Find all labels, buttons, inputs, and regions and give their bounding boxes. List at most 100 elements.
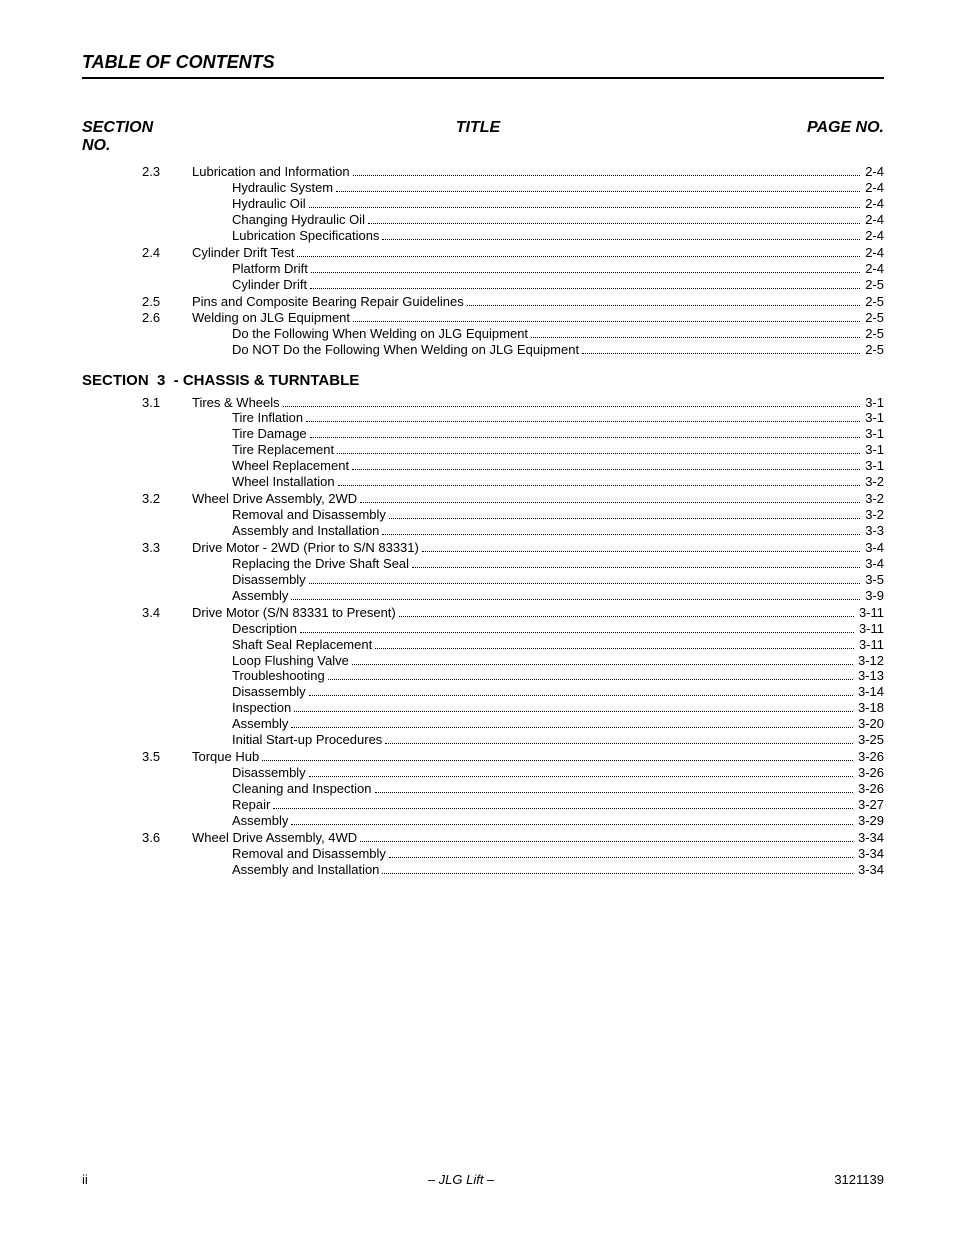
toc-entry-level2: Initial Start-up Procedures3-25	[82, 733, 884, 748]
toc-entry-page: 3-26	[856, 782, 884, 797]
toc-entry-level2: Platform Drift2-4	[82, 262, 884, 277]
toc-entry-title: Tires & Wheels	[192, 396, 280, 411]
toc-entry-page: 3-34	[856, 831, 884, 846]
toc-entry-level2: Disassembly3-5	[82, 573, 884, 588]
toc-leader	[291, 824, 853, 825]
toc-leader	[412, 567, 860, 568]
toc-entry-level2: Disassembly3-14	[82, 685, 884, 700]
toc-leader	[382, 534, 860, 535]
toc-entry-level1: 2.6Welding on JLG Equipment2-5	[82, 311, 884, 326]
toc-entry-level1: 3.6Wheel Drive Assembly, 4WD 3-34	[82, 831, 884, 846]
toc-leader	[291, 599, 860, 600]
toc-entry-title: Description	[232, 622, 297, 637]
toc-entry-page: 2-4	[863, 229, 884, 244]
toc-entry-page: 3-4	[863, 541, 884, 556]
toc-entry-title: Lubrication Specifications	[232, 229, 379, 244]
toc-entry-title: Disassembly	[232, 766, 306, 781]
toc-leader	[336, 191, 860, 192]
toc-entry-level1: 3.2Wheel Drive Assembly, 2WD3-2	[82, 492, 884, 507]
toc-entry-title: Assembly and Installation	[232, 863, 379, 878]
toc-entry-page: 3-11	[857, 622, 884, 637]
toc-entry-title: Wheel Drive Assembly, 2WD	[192, 492, 357, 507]
toc-entry-page: 3-9	[863, 589, 884, 604]
toc-entry-level2: Troubleshooting3-13	[82, 669, 884, 684]
toc-entry-number: 2.6	[82, 311, 192, 326]
toc-entry-page: 3-11	[857, 606, 884, 621]
toc-leader	[422, 551, 860, 552]
toc-entry-level2: Disassembly3-26	[82, 766, 884, 781]
toc-leader	[382, 873, 853, 874]
toc-leader	[328, 679, 853, 680]
toc-entry-number: 3.5	[82, 750, 192, 765]
toc-entry-title: Removal and Disassembly	[232, 508, 386, 523]
section-heading: SECTION 3 - CHASSIS & TURNTABLE	[82, 372, 884, 389]
toc-leader	[309, 583, 861, 584]
toc-entry-title: Torque Hub	[192, 750, 259, 765]
toc-entry-title: Tire Replacement	[232, 443, 334, 458]
toc-leader	[352, 469, 860, 470]
toc-entry-page: 3-27	[856, 798, 884, 813]
toc-entry-title: Assembly	[232, 589, 288, 604]
toc-leader	[262, 760, 853, 761]
toc-entry-level2: Wheel Replacement3-1	[82, 459, 884, 474]
toc-leader	[360, 502, 860, 503]
toc-entry-page: 3-25	[856, 733, 884, 748]
toc-entry-page: 3-12	[856, 654, 884, 669]
toc-entry-page: 3-1	[863, 427, 884, 442]
toc-leader	[389, 857, 853, 858]
col-section: SECTION NO.	[82, 119, 172, 155]
toc-entry-level2: Changing Hydraulic Oil2-4	[82, 213, 884, 228]
toc-entry-level2: Do the Following When Welding on JLG Equ…	[82, 327, 884, 342]
toc-entry-title: Removal and Disassembly	[232, 847, 386, 862]
toc-entry-level2: Lubrication Specifications 2-4	[82, 229, 884, 244]
toc-entry-level2: Hydraulic Oil2-4	[82, 197, 884, 212]
toc-leader	[368, 223, 860, 224]
toc-entry-title: Inspection	[232, 701, 291, 716]
toc-entry-page: 3-3	[863, 524, 884, 539]
toc-entry-page: 2-5	[863, 295, 884, 310]
toc-entry-page: 3-34	[856, 847, 884, 862]
toc-entry-number: 2.3	[82, 165, 192, 180]
toc-entry-title: Shaft Seal Replacement	[232, 638, 372, 653]
toc-entry-level2: Cylinder Drift2-5	[82, 278, 884, 293]
toc-entry-title: Welding on JLG Equipment	[192, 311, 350, 326]
toc-leader	[353, 321, 860, 322]
toc-entry-level2: Hydraulic System2-4	[82, 181, 884, 196]
toc-entry-page: 2-4	[863, 262, 884, 277]
toc-entry-level2: Assembly and Installation 3-34	[82, 863, 884, 878]
toc-entry-number: 3.4	[82, 606, 192, 621]
toc-entry-title: Cleaning and Inspection	[232, 782, 372, 797]
toc-entry-level2: Replacing the Drive Shaft Seal 3-4	[82, 557, 884, 572]
toc-leader	[283, 406, 861, 407]
toc-entry-number: 3.6	[82, 831, 192, 846]
toc-entry-title: Drive Motor - 2WD (Prior to S/N 83331)	[192, 541, 419, 556]
toc-leader	[310, 437, 861, 438]
toc-entry-title: Assembly	[232, 814, 288, 829]
toc-entry-title: Wheel Drive Assembly, 4WD	[192, 831, 357, 846]
toc-entry-title: Assembly	[232, 717, 288, 732]
toc-entry-level2: Assembly3-29	[82, 814, 884, 829]
toc-entry-level1: 3.4Drive Motor (S/N 83331 to Present)3-1…	[82, 606, 884, 621]
toc-leader	[385, 743, 853, 744]
toc-entry-page: 2-4	[863, 213, 884, 228]
toc-entry-page: 2-4	[863, 181, 884, 196]
toc-leader	[311, 272, 860, 273]
toc-leader	[294, 711, 853, 712]
toc-entry-title: Cylinder Drift Test	[192, 246, 294, 261]
toc-entry-title: Replacing the Drive Shaft Seal	[232, 557, 409, 572]
toc-entry-page: 3-34	[856, 863, 884, 878]
toc-entry-level1: 2.5Pins and Composite Bearing Repair Gui…	[82, 295, 884, 310]
toc-entry-page: 3-4	[863, 557, 884, 572]
toc-leader	[352, 664, 853, 665]
toc-entry-title: Assembly and Installation	[232, 524, 379, 539]
toc-entry-title: Troubleshooting	[232, 669, 325, 684]
toc-entry-level2: Assembly 3-9	[82, 589, 884, 604]
toc-entry-title: Wheel Installation	[232, 475, 335, 490]
toc-entry-level2: Inspection3-18	[82, 701, 884, 716]
toc-leader	[338, 485, 861, 486]
toc-entry-number: 3.2	[82, 492, 192, 507]
toc-leader	[389, 518, 860, 519]
toc-leader	[291, 727, 853, 728]
toc-entry-number: 2.4	[82, 246, 192, 261]
toc-leader	[375, 792, 853, 793]
